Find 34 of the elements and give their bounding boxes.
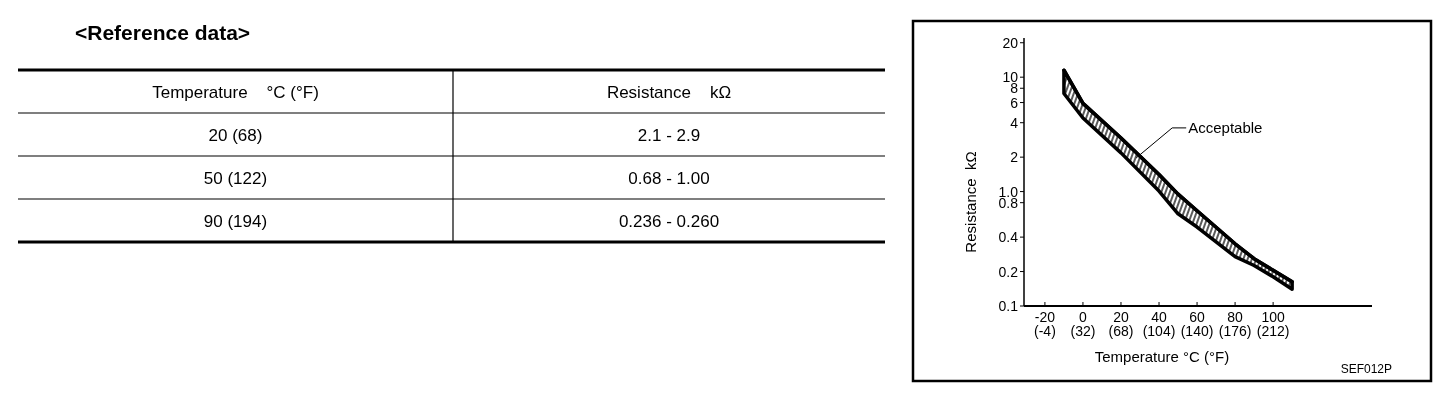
text: <Reference data> [75,21,251,44]
x-tick-label: -20 [1034,309,1056,325]
text: Resistance kΩ [606,82,732,102]
x-axis-title: Temperature °C (°F) [1094,348,1230,365]
x2-tick-label: (68) [1108,323,1134,339]
annotation: Acceptable [1188,118,1263,136]
x-tick-label: 60 [1189,309,1206,325]
y-tick-label: 0.2 [998,263,1019,280]
text: 2.1 - 2.9 [637,125,701,145]
y-tick-label: 6 [1010,94,1019,111]
text: SEF012P [1340,362,1392,376]
x-tick-label: 20 [1113,309,1129,325]
x2-tick-label: (176) [1218,323,1252,339]
y-tick-label: 4 [1010,114,1019,131]
x2-tick-label: (212) [1256,323,1290,339]
text: 50 (122) [203,168,268,188]
y-tick-label: 0.4 [998,229,1019,246]
x2-tick-label: (32) [1070,323,1096,339]
text: Temperature °C (°F) [152,82,319,102]
y-axis-title: Resistance kΩ [962,151,979,253]
y-tick-label: 20 [1002,34,1019,51]
x-tick-label: 0 [1079,309,1088,325]
y-tick-label: 2 [1010,149,1019,166]
x2-tick-label: (-4) [1034,323,1056,339]
y-tick-label: 0.1 [998,298,1019,314]
text: 20 (68) [208,125,263,145]
x-tick-label: 80 [1227,309,1244,325]
text: 90 (194) [203,211,268,231]
x-tick-label: 40 [1151,309,1168,325]
x2-tick-label: (140) [1180,323,1214,339]
x2-tick-label: (104) [1142,323,1176,339]
text: 0.236 - 0.260 [618,211,720,231]
text: 0.68 - 1.00 [628,168,710,188]
x-tick-label: 100 [1261,309,1286,325]
